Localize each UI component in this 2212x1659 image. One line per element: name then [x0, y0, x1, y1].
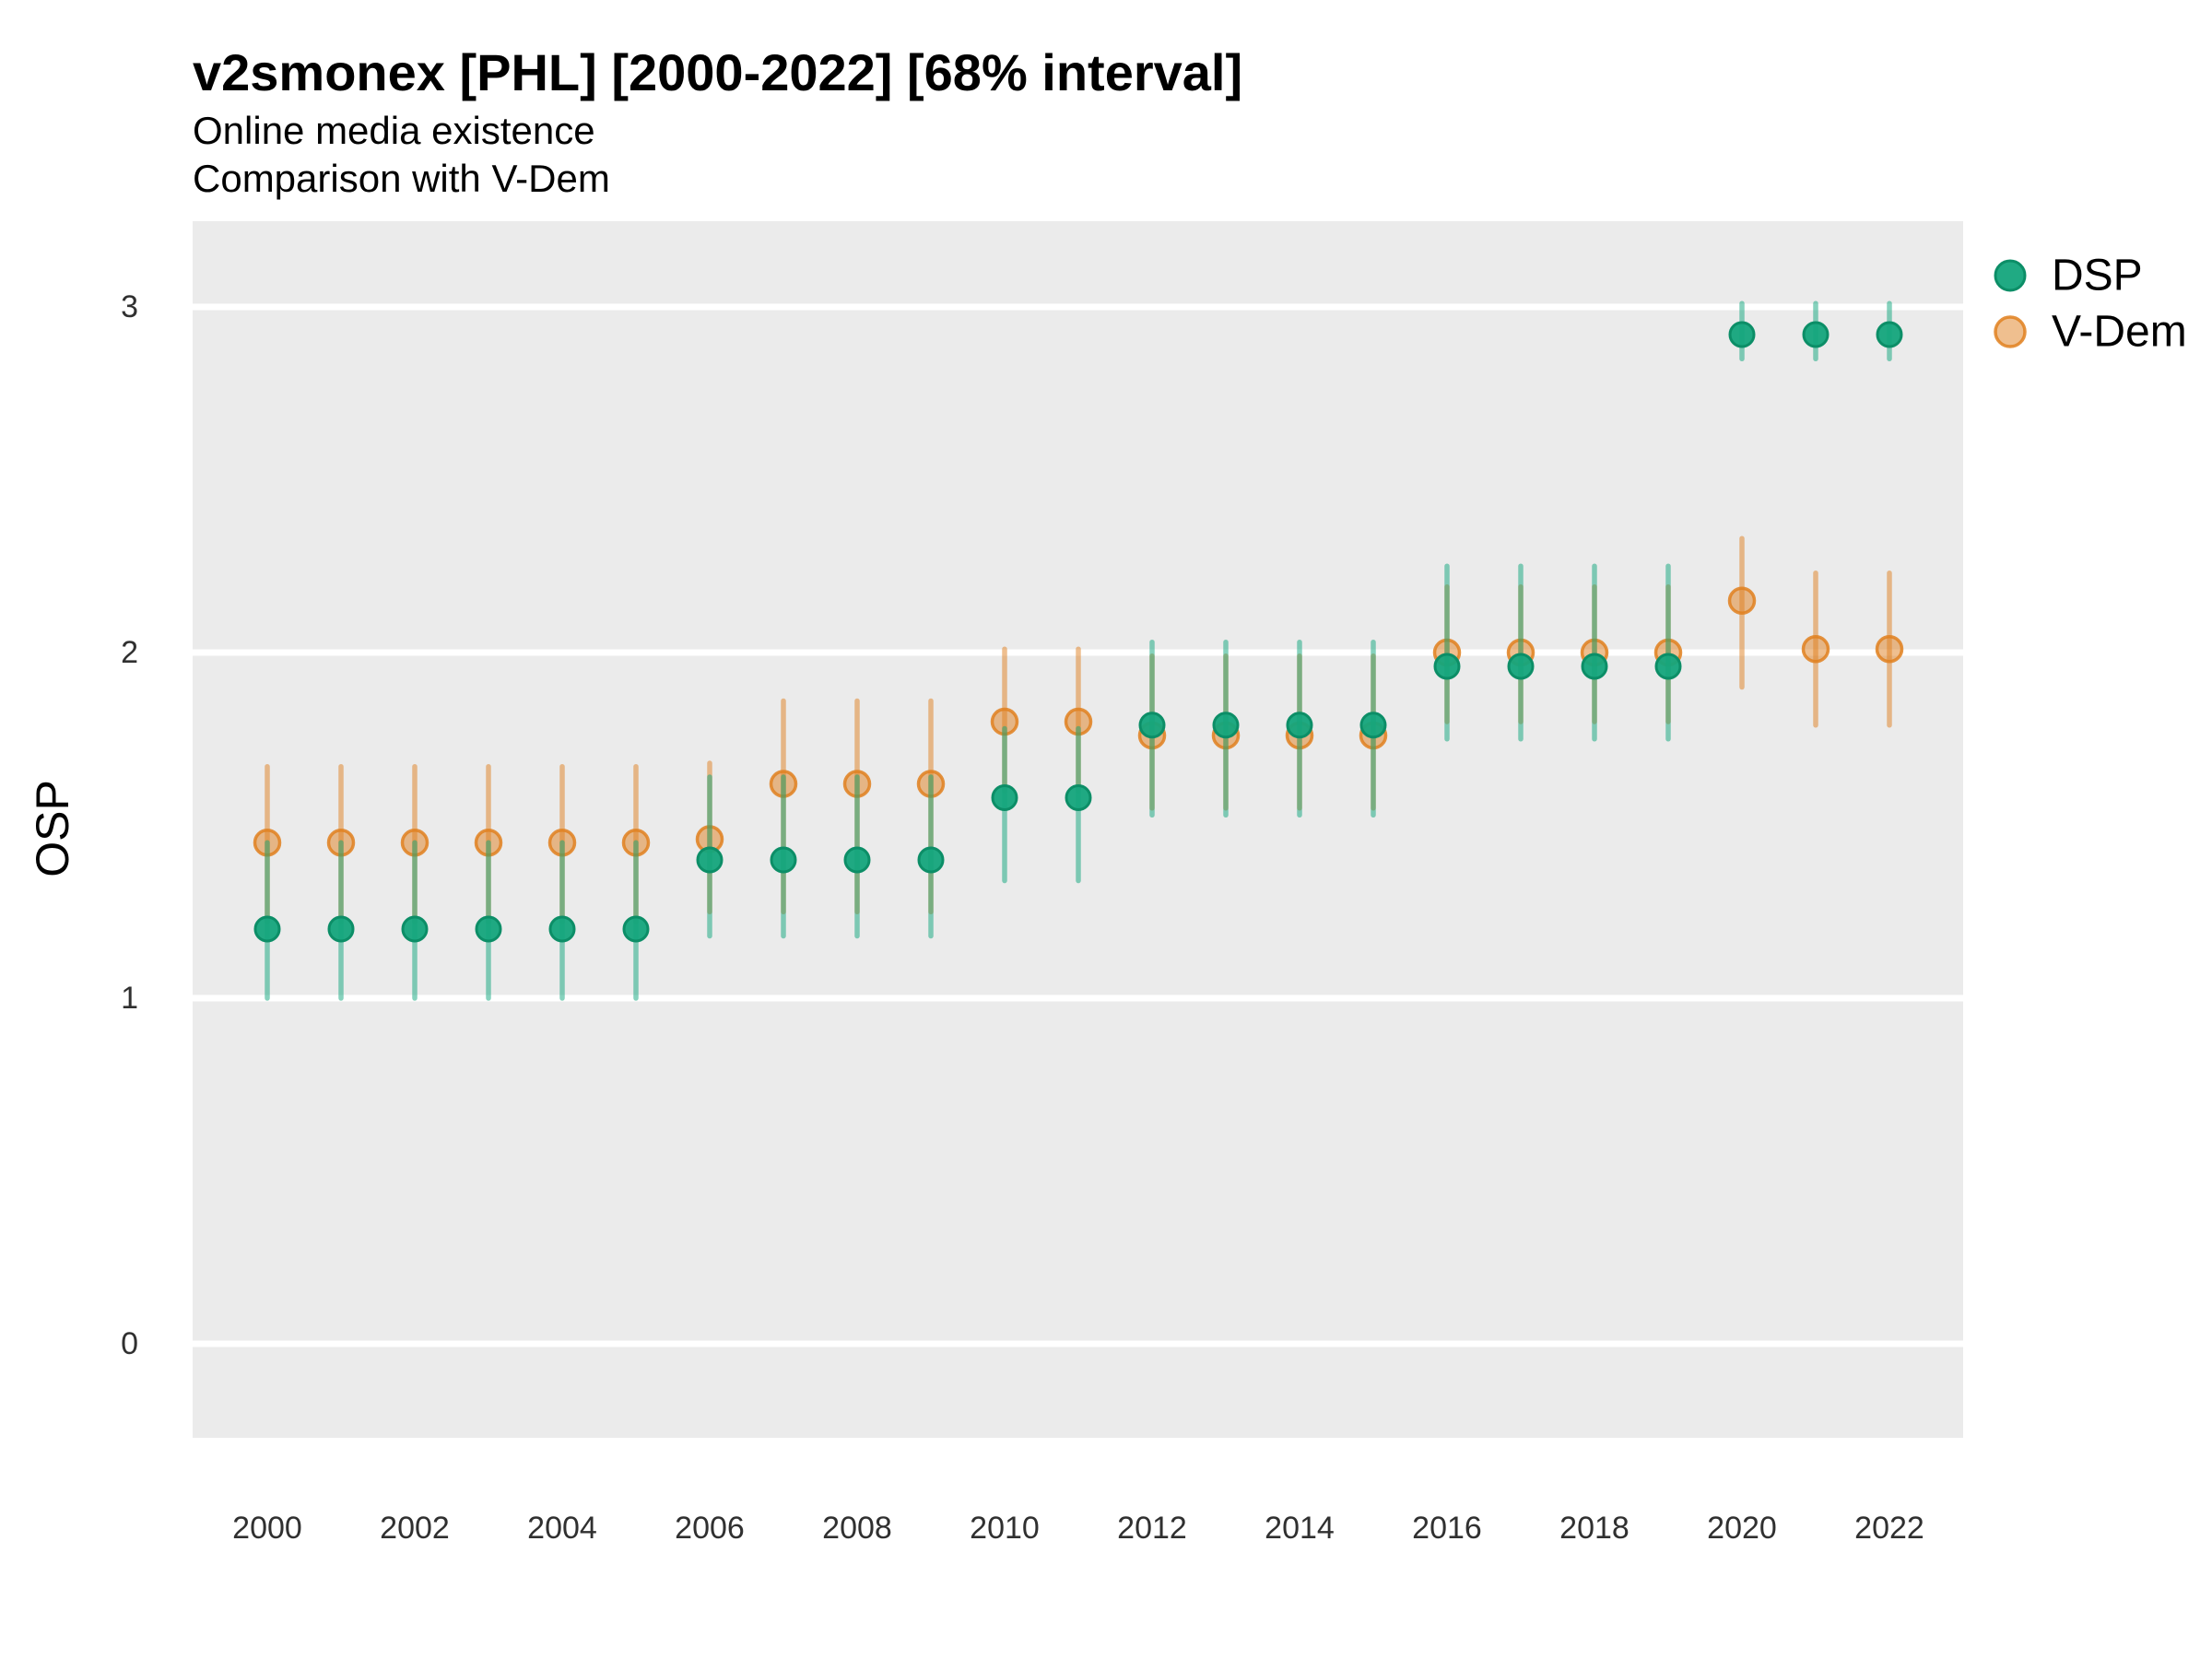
point-vdem-2022 — [1875, 635, 1904, 664]
x-tick-label-2010: 2010 — [970, 1511, 1040, 1546]
x-tick-label-2022: 2022 — [1854, 1511, 1924, 1546]
point-dsp-2012 — [1138, 712, 1166, 739]
legend-label-dsp: DSP — [2052, 251, 2143, 300]
x-tick-label-2016: 2016 — [1412, 1511, 1482, 1546]
point-dsp-2014 — [1286, 712, 1313, 739]
point-dsp-2001 — [327, 915, 355, 943]
year-group-2022 — [1875, 300, 1904, 728]
y-tick-label-3: 3 — [121, 289, 138, 324]
year-group-2001 — [326, 764, 356, 1001]
point-dsp-2020 — [1728, 321, 1756, 348]
point-dsp-2004 — [548, 915, 576, 943]
year-group-2002 — [400, 764, 429, 1001]
year-group-2014 — [1285, 640, 1314, 818]
year-group-2010 — [990, 646, 1019, 884]
x-tick-label-2008: 2008 — [822, 1511, 892, 1546]
point-dsp-2015 — [1359, 712, 1387, 739]
point-dsp-2002 — [401, 915, 429, 943]
x-tick-label-2000: 2000 — [232, 1511, 302, 1546]
y-tick-label-1: 1 — [121, 981, 138, 1016]
year-group-2004 — [547, 764, 577, 1001]
year-group-2003 — [474, 764, 503, 1001]
point-dsp-2005 — [622, 915, 650, 943]
year-group-2008 — [842, 698, 872, 939]
point-dsp-2018 — [1581, 653, 1608, 680]
year-group-2017 — [1506, 563, 1535, 742]
point-dsp-2011 — [1065, 784, 1092, 811]
year-group-2011 — [1064, 646, 1093, 884]
year-group-2006 — [695, 760, 724, 939]
point-dsp-2019 — [1654, 653, 1682, 680]
chart-subtitle-line2: Comparison with V-Dem — [193, 157, 610, 200]
year-group-2021 — [1801, 300, 1830, 728]
legend-key-v-dem — [1994, 315, 2027, 348]
year-group-2012 — [1137, 640, 1167, 818]
y-tick-label-2: 2 — [121, 635, 138, 670]
point-dsp-2000 — [253, 915, 281, 943]
year-group-2020 — [1727, 300, 1757, 690]
year-group-2009 — [916, 698, 946, 939]
point-dsp-2007 — [770, 846, 797, 874]
x-tick-label-2020: 2020 — [1707, 1511, 1777, 1546]
point-vdem-2021 — [1801, 635, 1830, 664]
x-tick-label-2012: 2012 — [1117, 1511, 1187, 1546]
year-group-2005 — [621, 764, 651, 1001]
point-dsp-2006 — [696, 846, 724, 874]
point-dsp-2003 — [475, 915, 502, 943]
x-tick-label-2002: 2002 — [380, 1511, 450, 1546]
y-tick-label-0: 0 — [121, 1326, 138, 1361]
point-dsp-2013 — [1212, 712, 1240, 739]
year-group-2007 — [769, 698, 798, 939]
point-vdem-2020 — [1727, 586, 1757, 615]
point-dsp-2016 — [1433, 653, 1461, 680]
x-tick-label-2014: 2014 — [1265, 1511, 1335, 1546]
x-tick-label-2018: 2018 — [1559, 1511, 1630, 1546]
legend-label-v-dem: V-Dem — [2052, 307, 2187, 357]
point-dsp-2009 — [917, 846, 945, 874]
point-dsp-2010 — [991, 784, 1018, 811]
year-group-2018 — [1580, 563, 1609, 742]
year-group-2015 — [1359, 640, 1388, 818]
point-dsp-2017 — [1507, 653, 1535, 680]
year-group-2019 — [1653, 563, 1683, 742]
x-tick-label-2006: 2006 — [675, 1511, 745, 1546]
point-dsp-2021 — [1802, 321, 1830, 348]
year-group-2016 — [1432, 563, 1462, 742]
point-dsp-2022 — [1876, 321, 1903, 348]
year-group-2013 — [1211, 640, 1241, 818]
year-group-2000 — [253, 764, 282, 1001]
chart-subtitle-line1: Online media existence — [193, 109, 595, 152]
point-dsp-2008 — [843, 846, 871, 874]
x-tick-label-2004: 2004 — [527, 1511, 597, 1546]
chart-title: v2smonex [PHL] [2000-2022] [68% interval… — [193, 43, 1243, 101]
legend-key-dsp — [1994, 259, 2027, 292]
